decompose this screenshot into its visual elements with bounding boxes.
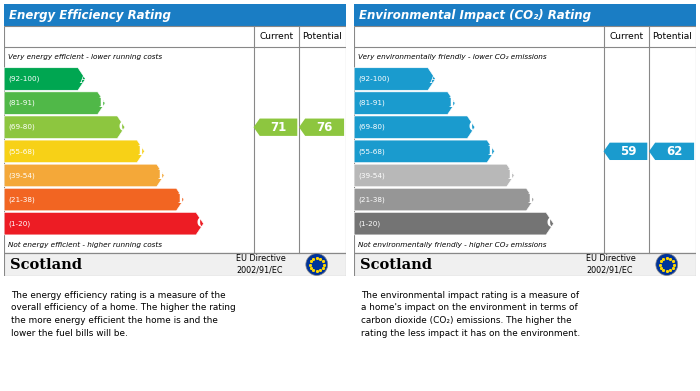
Text: 62: 62 — [666, 145, 682, 158]
Polygon shape — [4, 212, 204, 235]
Bar — [4, 26, 346, 253]
Text: Potential: Potential — [302, 32, 342, 41]
Text: 59: 59 — [620, 145, 637, 158]
Text: (39-54): (39-54) — [358, 172, 385, 179]
Text: E: E — [158, 169, 167, 182]
Text: Energy Efficiency Rating: Energy Efficiency Rating — [9, 9, 171, 22]
Polygon shape — [4, 140, 144, 163]
Text: G: G — [547, 217, 557, 230]
Text: Current: Current — [259, 32, 293, 41]
Text: Scotland: Scotland — [360, 258, 433, 271]
Bar — [354, 4, 696, 26]
Polygon shape — [299, 118, 344, 136]
Text: (55-68): (55-68) — [8, 148, 35, 154]
Polygon shape — [4, 116, 125, 138]
Bar — [4, 4, 346, 26]
Text: G: G — [197, 217, 207, 230]
Text: Very environmentally friendly - lower CO₂ emissions: Very environmentally friendly - lower CO… — [358, 54, 546, 60]
Text: Very energy efficient - lower running costs: Very energy efficient - lower running co… — [8, 54, 162, 60]
Ellipse shape — [656, 254, 678, 275]
Text: D: D — [488, 145, 498, 158]
Text: (81-91): (81-91) — [8, 100, 35, 106]
Text: F: F — [527, 193, 536, 206]
Polygon shape — [354, 68, 435, 90]
Polygon shape — [4, 68, 85, 90]
Text: Current: Current — [609, 32, 643, 41]
Text: B: B — [448, 97, 459, 109]
Text: D: D — [138, 145, 148, 158]
Text: A: A — [78, 72, 88, 86]
Text: (1-20): (1-20) — [8, 221, 30, 227]
Polygon shape — [603, 143, 648, 160]
Polygon shape — [354, 92, 455, 114]
Polygon shape — [4, 188, 184, 211]
Text: The energy efficiency rating is a measure of the
overall efficiency of a home. T: The energy efficiency rating is a measur… — [11, 291, 236, 338]
Polygon shape — [649, 143, 694, 160]
Polygon shape — [354, 164, 514, 187]
Text: 76: 76 — [316, 121, 332, 134]
Polygon shape — [4, 164, 164, 187]
Text: (69-80): (69-80) — [358, 124, 385, 131]
Text: Environmental Impact (CO₂) Rating: Environmental Impact (CO₂) Rating — [359, 9, 592, 22]
Text: C: C — [118, 121, 128, 134]
Text: (92-100): (92-100) — [8, 76, 40, 82]
Bar — [4, 253, 346, 276]
Bar — [354, 253, 696, 276]
Text: F: F — [177, 193, 186, 206]
Text: (21-38): (21-38) — [8, 196, 35, 203]
Text: (39-54): (39-54) — [8, 172, 35, 179]
Polygon shape — [354, 140, 494, 163]
Text: C: C — [468, 121, 478, 134]
Polygon shape — [4, 92, 105, 114]
Text: E: E — [508, 169, 517, 182]
Ellipse shape — [306, 254, 328, 275]
Text: Not energy efficient - higher running costs: Not energy efficient - higher running co… — [8, 242, 162, 248]
Polygon shape — [354, 116, 475, 138]
Text: B: B — [98, 97, 109, 109]
Text: Not environmentally friendly - higher CO₂ emissions: Not environmentally friendly - higher CO… — [358, 242, 546, 248]
Text: 71: 71 — [270, 121, 286, 134]
Text: (1-20): (1-20) — [358, 221, 380, 227]
Text: Potential: Potential — [652, 32, 692, 41]
Text: Scotland: Scotland — [10, 258, 83, 271]
Text: A: A — [428, 72, 438, 86]
Text: EU Directive
2002/91/EC: EU Directive 2002/91/EC — [237, 254, 286, 275]
Text: (81-91): (81-91) — [358, 100, 385, 106]
Bar — [354, 26, 696, 253]
Text: (55-68): (55-68) — [358, 148, 385, 154]
Text: (21-38): (21-38) — [358, 196, 385, 203]
Polygon shape — [354, 212, 554, 235]
Text: The environmental impact rating is a measure of
a home's impact on the environme: The environmental impact rating is a mea… — [361, 291, 580, 338]
Text: (69-80): (69-80) — [8, 124, 35, 131]
Polygon shape — [354, 188, 534, 211]
Polygon shape — [253, 118, 298, 136]
Text: (92-100): (92-100) — [358, 76, 390, 82]
Text: EU Directive
2002/91/EC: EU Directive 2002/91/EC — [587, 254, 636, 275]
